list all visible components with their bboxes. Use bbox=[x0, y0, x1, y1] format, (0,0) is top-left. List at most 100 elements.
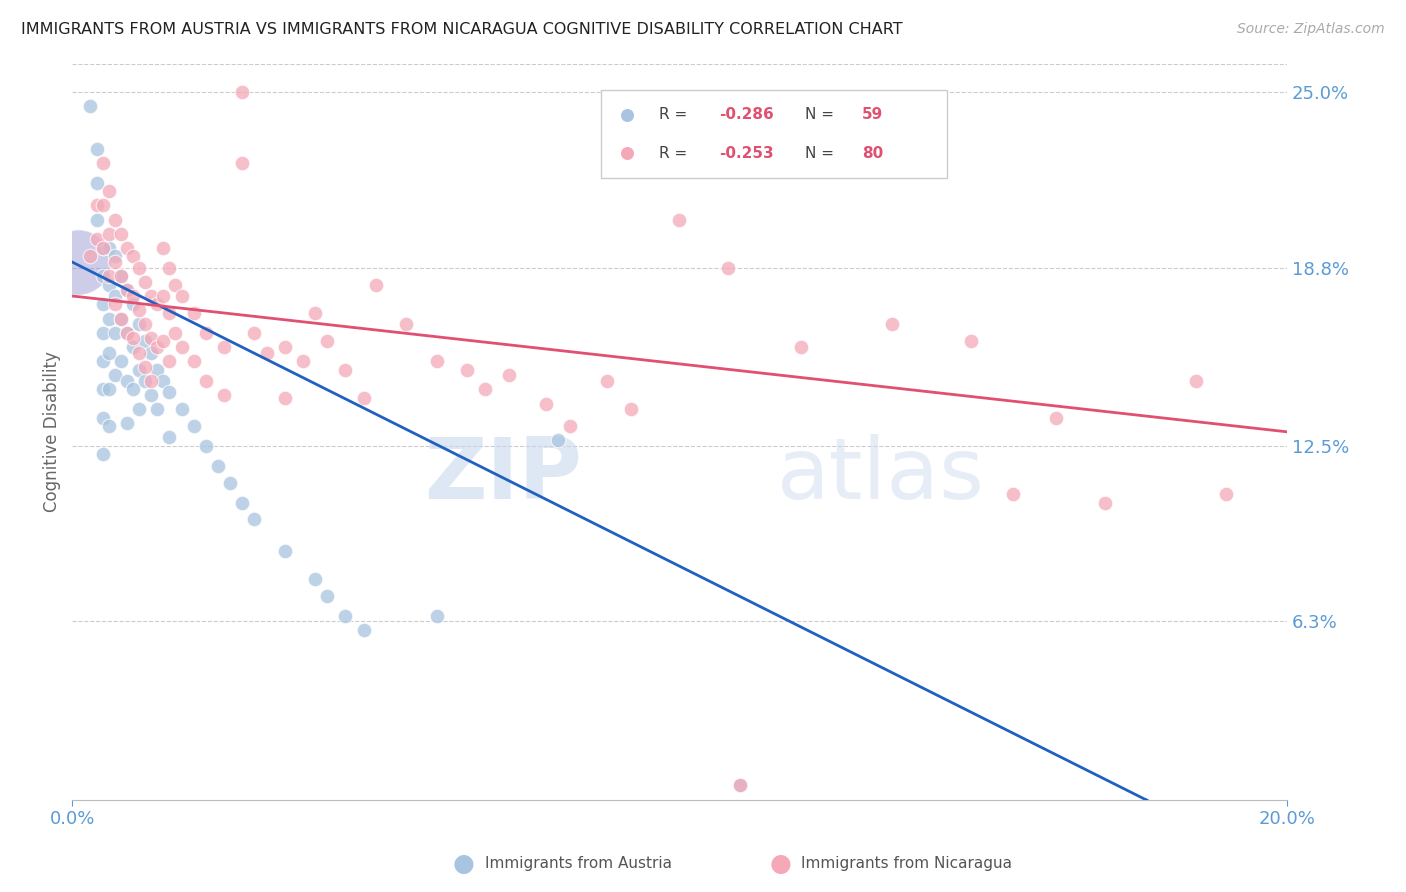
Point bbox=[97, 419, 120, 434]
Point bbox=[97, 269, 120, 284]
Point bbox=[316, 334, 339, 349]
Text: R =: R = bbox=[659, 107, 692, 122]
Point bbox=[122, 249, 145, 263]
Point bbox=[152, 241, 174, 255]
Point bbox=[274, 391, 297, 405]
Point bbox=[395, 318, 418, 332]
Point bbox=[256, 345, 278, 359]
Point bbox=[595, 374, 617, 388]
Point bbox=[353, 623, 375, 637]
Point bbox=[316, 589, 339, 603]
Point bbox=[122, 340, 145, 354]
Point bbox=[97, 383, 120, 397]
Point bbox=[122, 331, 145, 345]
Point bbox=[728, 778, 751, 792]
Point bbox=[104, 368, 127, 383]
Point bbox=[104, 297, 127, 311]
Point bbox=[231, 86, 253, 100]
Text: Immigrants from Nicaragua: Immigrants from Nicaragua bbox=[801, 856, 1012, 871]
Point bbox=[115, 374, 138, 388]
Point bbox=[157, 385, 180, 400]
Point bbox=[134, 334, 156, 349]
Point bbox=[152, 334, 174, 349]
Point bbox=[1215, 487, 1237, 501]
Point bbox=[91, 383, 114, 397]
Point bbox=[194, 374, 217, 388]
Point bbox=[498, 368, 520, 383]
Point bbox=[97, 241, 120, 255]
Point bbox=[620, 402, 643, 417]
Point bbox=[128, 345, 150, 359]
Point bbox=[128, 402, 150, 417]
Point bbox=[104, 249, 127, 263]
Point bbox=[122, 297, 145, 311]
Point bbox=[146, 340, 169, 354]
Point bbox=[79, 99, 101, 113]
Point bbox=[291, 354, 314, 368]
Point bbox=[212, 388, 235, 402]
Text: Immigrants from Austria: Immigrants from Austria bbox=[485, 856, 672, 871]
Point bbox=[534, 396, 557, 410]
Point bbox=[157, 354, 180, 368]
Point bbox=[547, 434, 569, 448]
Point bbox=[207, 458, 229, 473]
Text: ●: ● bbox=[769, 852, 792, 875]
Point bbox=[134, 318, 156, 332]
Point bbox=[91, 326, 114, 340]
Point bbox=[86, 176, 108, 190]
Point bbox=[91, 447, 114, 461]
Point bbox=[97, 277, 120, 292]
Point bbox=[183, 306, 205, 320]
Point bbox=[91, 198, 114, 212]
Text: 59: 59 bbox=[862, 107, 883, 122]
Y-axis label: Cognitive Disability: Cognitive Disability bbox=[44, 351, 60, 512]
Point bbox=[231, 156, 253, 170]
Point bbox=[212, 340, 235, 354]
Point bbox=[91, 297, 114, 311]
Point bbox=[115, 284, 138, 298]
Point bbox=[717, 260, 740, 275]
Point bbox=[170, 402, 193, 417]
Point bbox=[128, 303, 150, 318]
Point bbox=[91, 156, 114, 170]
Point bbox=[128, 318, 150, 332]
Point bbox=[134, 275, 156, 289]
Point bbox=[110, 311, 132, 326]
Point bbox=[146, 402, 169, 417]
Point bbox=[91, 269, 114, 284]
Point bbox=[115, 241, 138, 255]
Text: -0.286: -0.286 bbox=[720, 107, 775, 122]
Point bbox=[110, 311, 132, 326]
Point bbox=[194, 439, 217, 453]
Point bbox=[1184, 374, 1206, 388]
Point bbox=[91, 410, 114, 425]
Point bbox=[157, 306, 180, 320]
Point bbox=[134, 359, 156, 374]
Point bbox=[122, 289, 145, 303]
Point bbox=[115, 326, 138, 340]
Point bbox=[880, 318, 903, 332]
Point bbox=[219, 475, 242, 490]
Point bbox=[115, 326, 138, 340]
Text: -0.253: -0.253 bbox=[720, 146, 775, 161]
Point bbox=[170, 340, 193, 354]
Point bbox=[1002, 487, 1025, 501]
Point bbox=[141, 345, 163, 359]
Text: N =: N = bbox=[804, 107, 838, 122]
Text: IMMIGRANTS FROM AUSTRIA VS IMMIGRANTS FROM NICARAGUA COGNITIVE DISABILITY CORREL: IMMIGRANTS FROM AUSTRIA VS IMMIGRANTS FR… bbox=[21, 22, 903, 37]
Point bbox=[128, 260, 150, 275]
Point bbox=[97, 311, 120, 326]
Point bbox=[104, 326, 127, 340]
Point bbox=[157, 260, 180, 275]
Point bbox=[790, 340, 813, 354]
Text: atlas: atlas bbox=[776, 434, 984, 517]
Point bbox=[104, 255, 127, 269]
Point bbox=[456, 362, 478, 376]
Point bbox=[146, 297, 169, 311]
Point bbox=[474, 383, 496, 397]
Point bbox=[353, 391, 375, 405]
Point bbox=[110, 269, 132, 284]
Point bbox=[86, 142, 108, 156]
Point bbox=[141, 331, 163, 345]
Point bbox=[79, 249, 101, 263]
